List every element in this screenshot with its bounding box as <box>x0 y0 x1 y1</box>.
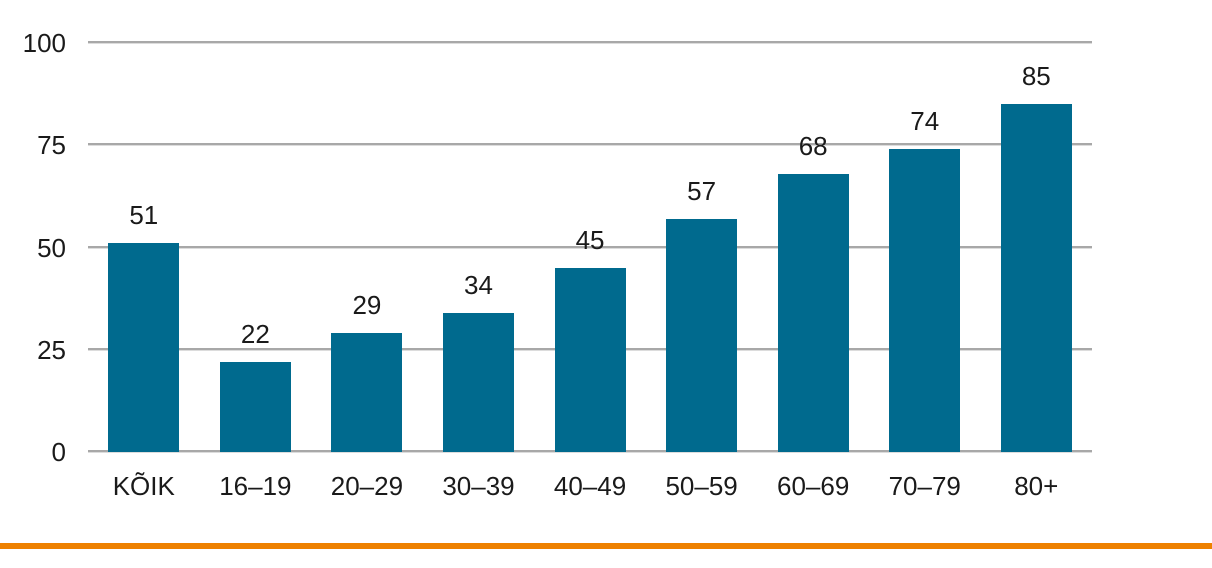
bar <box>219 362 291 452</box>
bar-value-label: 22 <box>240 319 270 350</box>
bar-slot: 45 <box>534 225 646 452</box>
bar-value-label: 68 <box>798 130 828 161</box>
bar-slot: 85 <box>981 61 1093 452</box>
y-tick-label: 0 <box>51 437 66 467</box>
bar <box>331 333 403 452</box>
bar-value-label: 34 <box>464 269 493 300</box>
bar-slot: 51 <box>88 200 200 452</box>
x-tick-label: 50–59 <box>665 471 738 501</box>
bars-row: 51 22 29 34 45 57 68 74 85 <box>88 43 1092 452</box>
x-tick-label: KÕIK <box>112 471 175 501</box>
bar <box>777 173 849 452</box>
bar-value-label: 45 <box>575 224 605 255</box>
bar-value-label: 74 <box>910 106 940 137</box>
bar-slot: 34 <box>423 270 535 452</box>
x-tick-label: 80+ <box>1014 471 1059 501</box>
bar-slot: 68 <box>757 131 869 452</box>
x-tick-label: 60–69 <box>777 471 850 501</box>
y-tick-label: 100 <box>22 28 66 58</box>
bar-slot: 22 <box>200 319 312 452</box>
x-tick-label: 30–39 <box>442 471 515 501</box>
bar <box>442 312 514 452</box>
x-tick-label: 40–49 <box>553 471 627 501</box>
bar-value-label: 29 <box>352 290 382 321</box>
bar <box>889 149 961 452</box>
bar <box>554 267 626 452</box>
y-tick-label: 75 <box>37 130 66 161</box>
bar-slot: 29 <box>311 290 423 452</box>
gridline <box>88 41 1092 44</box>
gridline <box>88 245 1092 249</box>
bar <box>1000 104 1072 452</box>
footer-accent-rule <box>0 543 1212 549</box>
x-axis: KÕIK 16–19 20–29 30–39 40–49 50–59 60–69 70–79 8… <box>88 470 1092 502</box>
x-tick-label: 20–29 <box>330 471 404 501</box>
bar-value-label: 57 <box>687 175 717 206</box>
bar-slot: 74 <box>869 106 981 452</box>
bar-slot: 57 <box>646 176 758 452</box>
plot-area: 51 22 29 34 45 57 68 74 85 <box>88 41 1092 453</box>
y-tick-label: 25 <box>37 334 66 365</box>
x-tick-label: 70–79 <box>888 471 961 501</box>
bar-value-label: 85 <box>1021 61 1051 92</box>
bar <box>108 243 180 452</box>
bar-value-label: 51 <box>129 200 159 231</box>
bar <box>666 218 738 452</box>
gridline <box>88 143 1092 147</box>
y-tick-label: 50 <box>37 232 66 263</box>
x-tick-label: 16–19 <box>219 471 292 501</box>
